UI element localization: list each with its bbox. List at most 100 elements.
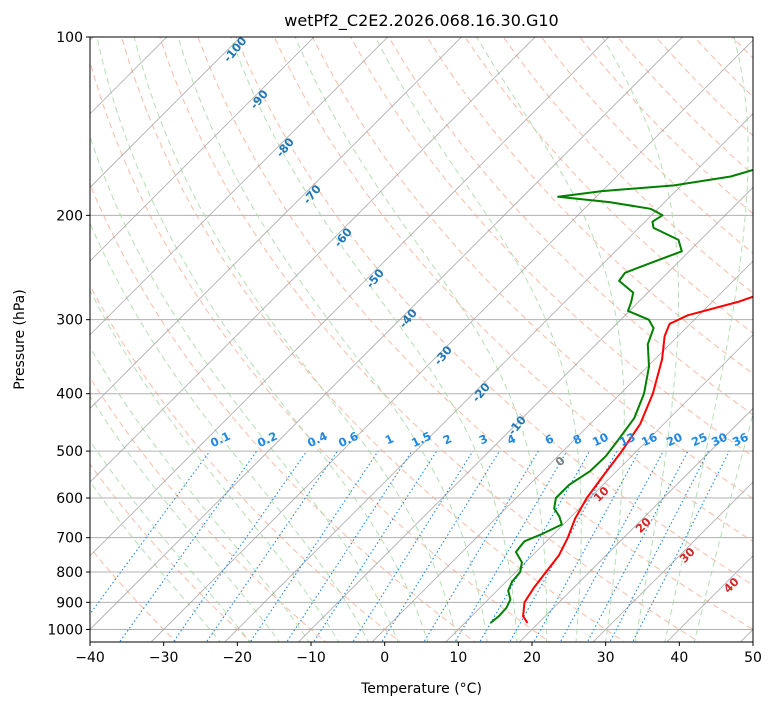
dry-adiabat (90, 182, 476, 642)
skewed-isotherms (90, 37, 753, 642)
isotherm (90, 37, 684, 631)
x-tick-label: 30 (597, 650, 615, 666)
dry-adiabat (502, 37, 753, 294)
isotherm (90, 37, 315, 262)
moist-adiabat (90, 345, 310, 642)
moist-adiabat-label: 20 (633, 515, 654, 536)
moist-adiabats (90, 37, 753, 642)
moist-adiabat (374, 37, 582, 642)
mixing-ratio-label: 3 (477, 431, 490, 447)
x-tick-label: −30 (149, 650, 179, 666)
moist-adiabat (133, 37, 459, 642)
mixing-ratio-line (423, 450, 539, 642)
mixing-ratio-line (249, 450, 379, 642)
moist-adiabat (601, 37, 680, 642)
moist-adiabat-label: 40 (721, 575, 742, 596)
profile-series (489, 168, 753, 624)
x-tick-label: 0 (380, 650, 389, 666)
y-tick-label: 500 (56, 444, 83, 460)
y-tick-label: 700 (56, 531, 83, 547)
isotherm (445, 334, 753, 642)
mixing-ratio-label: 0.6 (336, 429, 360, 450)
y-tick-label: 200 (56, 208, 83, 224)
isotherm (90, 37, 389, 336)
moist-adiabat (90, 221, 370, 642)
dry-adiabat (388, 37, 753, 416)
isotherm (90, 37, 536, 483)
mixing-ratio-label: 30 (709, 430, 729, 449)
dry-adiabat-label: -100 (220, 34, 249, 65)
dry-adiabat-label: -80 (273, 135, 297, 160)
y-tick-label: 900 (56, 595, 83, 611)
dry-adiabat (350, 37, 753, 458)
dry-adiabats (90, 10, 775, 645)
dry-adiabat (159, 37, 701, 642)
moist-adiabat (693, 412, 753, 642)
mixing-ratio-line (352, 450, 474, 642)
mixing-ratio-line (632, 450, 730, 642)
dry-adiabat-label: -20 (469, 380, 493, 405)
plot-area: 0.1 0.2 0.4 0.6 1 1.5 2 3 4 6 8 10 13 16 20 25 30 36-100-… (90, 10, 775, 645)
mixing-ratio-line (609, 450, 709, 642)
isotherm (666, 555, 753, 642)
dry-adiabat-label: -70 (300, 182, 324, 207)
moist-adiabat (664, 37, 749, 642)
mixing-ratio-line (454, 450, 568, 642)
mixing-ratio-line (90, 450, 211, 615)
y-tick-label: 600 (56, 491, 83, 507)
dry-adiabat (235, 37, 753, 586)
x-tick-label: 50 (744, 650, 762, 666)
x-tick-label: 40 (670, 650, 688, 666)
y-axis-label: Pressure (hPa) (12, 289, 28, 389)
dry-adiabat (90, 376, 327, 642)
isotherm (150, 39, 753, 642)
moist-adiabat (177, 37, 488, 642)
y-axis-ticks: 100 200 300 400 500 600 700 800 900 1000 (47, 30, 90, 638)
dry-adiabat (744, 10, 775, 645)
mixing-ratio-label: 8 (571, 431, 584, 447)
dry-adiabat (540, 37, 753, 254)
y-tick-label: 300 (56, 313, 83, 329)
moist-adiabat (90, 289, 340, 642)
moist-adiabat (476, 37, 625, 642)
y-tick-label: 1000 (47, 622, 83, 638)
chart-title: wetPf2_C2E2.2026.068.16.30.G10 (284, 11, 558, 31)
moist-adiabat-label: 10 (591, 484, 612, 505)
moist-adiabat (230, 37, 518, 642)
mixing-ratio-line (205, 450, 338, 642)
dry-adiabat (90, 60, 551, 642)
moist-adiabat (294, 37, 548, 642)
dry-adiabat-label: -30 (431, 343, 455, 368)
isotherm (739, 628, 753, 642)
mixing-ratio-line (381, 450, 500, 642)
dry-adiabat-label: -60 (331, 225, 355, 250)
mixing-ratio-line (533, 450, 640, 642)
mixing-ratio-line (172, 450, 308, 642)
y-tick-label: 800 (56, 565, 83, 581)
dry-adiabat (121, 37, 626, 642)
mixing-ratio-line (479, 450, 591, 642)
isotherm (90, 37, 242, 189)
plot-frame (89, 36, 754, 643)
dry-adiabat (464, 37, 753, 334)
moist-adiabat-label: 0 (552, 453, 568, 469)
mixing-ratio-line (559, 450, 664, 642)
dry-adiabat-label: -50 (363, 266, 387, 291)
mixing-ratio-label: 20 (664, 430, 684, 449)
isotherm (90, 37, 610, 557)
dry-adiabat-label: -40 (396, 306, 420, 331)
mixing-ratio-label: 2 (441, 431, 454, 447)
x-axis-label: Temperature (°C) (360, 681, 482, 697)
mixing-ratio-label: 13 (617, 430, 637, 449)
dry-adiabat (311, 37, 753, 500)
mixing-ratio-label: 6 (543, 431, 556, 447)
x-tick-label: −40 (75, 650, 105, 666)
x-tick-label: −20 (223, 650, 253, 666)
dewpoint-line (489, 168, 753, 624)
moist-adiabat (96, 37, 429, 642)
mixing-ratio-line (312, 450, 438, 642)
dry-adiabat (273, 37, 753, 543)
dry-adiabat (90, 463, 252, 642)
mixing-ratio-label: 0.4 (305, 429, 329, 450)
mixing-ratio-label: 1.5 (409, 429, 433, 450)
